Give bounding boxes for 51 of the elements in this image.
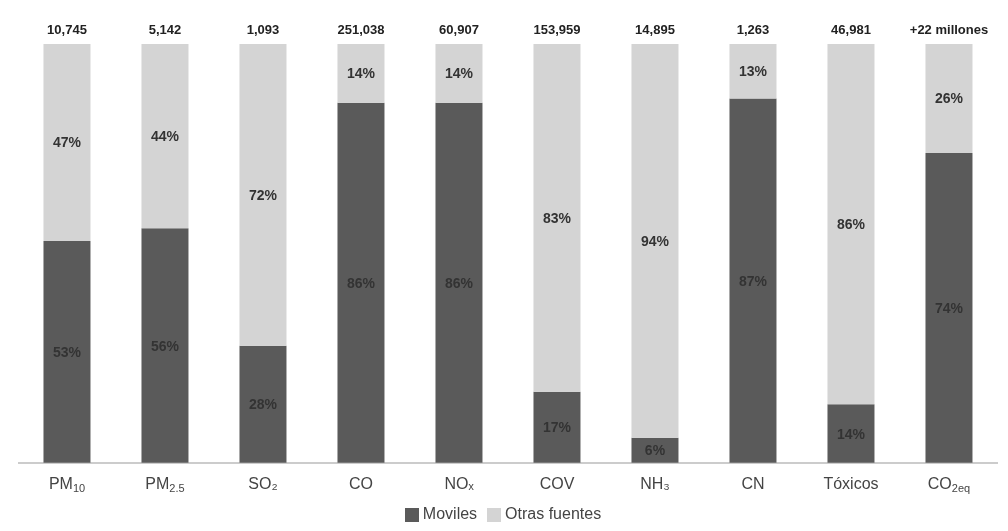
x-tick-label: SO₂ [248, 475, 278, 492]
x-tick-label: CO$_{2eq}$ [927, 475, 971, 495]
x-tick-label: CN [741, 475, 765, 492]
bar [43, 240, 91, 463]
bar [827, 44, 875, 405]
data-label: 47% [52, 134, 82, 151]
bar [631, 44, 679, 438]
bar [239, 44, 287, 346]
bar [729, 44, 777, 99]
bar [827, 404, 875, 463]
bar [533, 44, 581, 392]
bar [925, 152, 973, 463]
bar [925, 44, 973, 153]
annotation: 60,907 [439, 22, 479, 37]
data-label: 44% [150, 128, 180, 145]
data-label: 94% [640, 232, 670, 249]
x-tick-label: NOₓ [444, 475, 475, 492]
x-tick-label: Tóxicos [823, 475, 879, 492]
bar [435, 102, 483, 463]
bar [533, 391, 581, 463]
bar [239, 345, 287, 463]
bar [435, 44, 483, 103]
x-tick-label: PM$_{10}$ [48, 475, 86, 495]
annotation: 1,093 [246, 22, 280, 37]
x-tick-label: CO [349, 475, 373, 492]
annotation: 251,038 [337, 22, 385, 37]
annotation: +22 millones [909, 22, 989, 37]
data-label: 86% [836, 216, 866, 233]
bar [337, 44, 385, 103]
bar [141, 228, 189, 463]
data-label: 72% [248, 186, 278, 203]
data-label: 26% [934, 90, 964, 107]
annotation: 46,981 [831, 22, 871, 37]
annotation: 153,959 [533, 22, 581, 37]
bar [337, 102, 385, 463]
annotation: 5,142 [148, 22, 182, 37]
legend-label: Otras fuentes [505, 505, 602, 522]
x-tick-label: NH₃ [640, 475, 670, 492]
bar [43, 44, 91, 241]
data-label: 14% [444, 65, 474, 82]
bar [729, 98, 777, 463]
x-tick-label: PM$_{2.5}$ [145, 475, 185, 495]
data-label: 14% [346, 65, 376, 82]
data-label: 13% [738, 63, 768, 80]
annotation: 10,745 [47, 22, 87, 37]
annotation: 1,263 [736, 22, 770, 37]
annotation: 14,895 [635, 22, 675, 37]
x-tick-label: COV [539, 475, 575, 492]
data-label: 83% [542, 209, 572, 226]
legend-label: Moviles [422, 505, 478, 522]
bar [141, 44, 189, 229]
